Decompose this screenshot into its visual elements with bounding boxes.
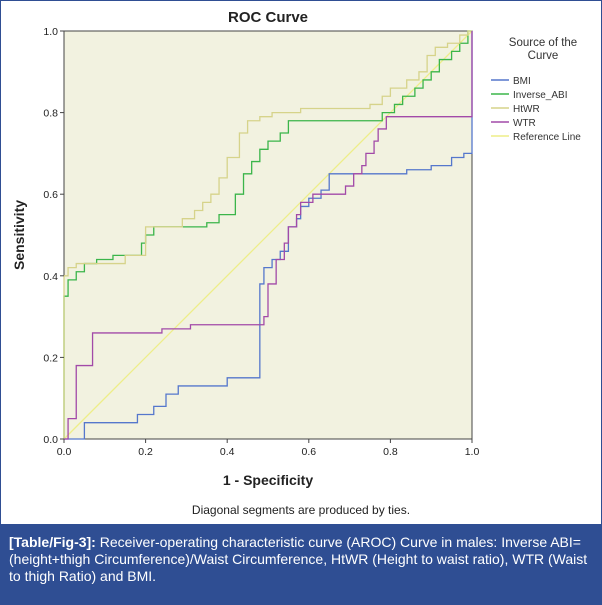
legend-item-label: WTR	[513, 118, 536, 129]
caption-text: Receiver-operating characteristic curve …	[9, 534, 588, 584]
x-tick-label: 1.0	[465, 446, 480, 458]
x-axis-label: 1 - Specificity	[223, 472, 313, 488]
roc-chart: 0.0 0.2 0.4 0.6 0.8 1.0 0.0 0.2 0.4 0.6 0.8 1.0 ROC …	[11, 9, 581, 488]
series-line-inverse-abi	[63, 30, 472, 439]
x-tick-label: 0.2	[138, 446, 153, 458]
x-tick-label: 0.0	[57, 446, 72, 458]
legend-item-label: BMI	[513, 76, 531, 87]
legend-title: Source of the Curve	[508, 37, 578, 62]
series-line-bmi	[64, 31, 473, 440]
series-line-reference-line	[63, 30, 473, 440]
y-tick-label: 0.4	[43, 271, 58, 283]
y-tick-label: 0.6	[43, 189, 58, 201]
y-tick-label: 0.8	[43, 108, 58, 120]
y-tick-label: 0.0	[43, 434, 58, 446]
figure-caption: [Table/Fig-3]: Receiver-operating charac…	[1, 524, 601, 604]
chart-frame: 0.0 0.2 0.4 0.6 0.8 1.0 0.0 0.2 0.4 0.6 0.8 1.0 ROC …	[1, 1, 601, 523]
caption-label: [Table/Fig-3]:	[9, 534, 96, 550]
legend-item-label: Reference Line	[513, 132, 581, 143]
y-tick-label: 1.0	[43, 26, 58, 38]
chart-footnote: Diagonal segments are produced by ties.	[191, 503, 411, 517]
legend-item-label: Inverse_ABI	[513, 90, 567, 101]
series-line-wtr	[64, 31, 473, 440]
y-axis-label: Sensitivity	[11, 200, 27, 270]
series-line-htwr	[63, 30, 472, 439]
legend-item-label: HtWR	[513, 104, 540, 115]
chart-title: ROC Curve	[228, 9, 308, 26]
x-tick-label: 0.8	[383, 446, 398, 458]
x-tick-label: 0.6	[301, 446, 316, 458]
x-tick-label: 0.4	[220, 446, 235, 458]
y-tick-label: 0.2	[43, 352, 58, 364]
